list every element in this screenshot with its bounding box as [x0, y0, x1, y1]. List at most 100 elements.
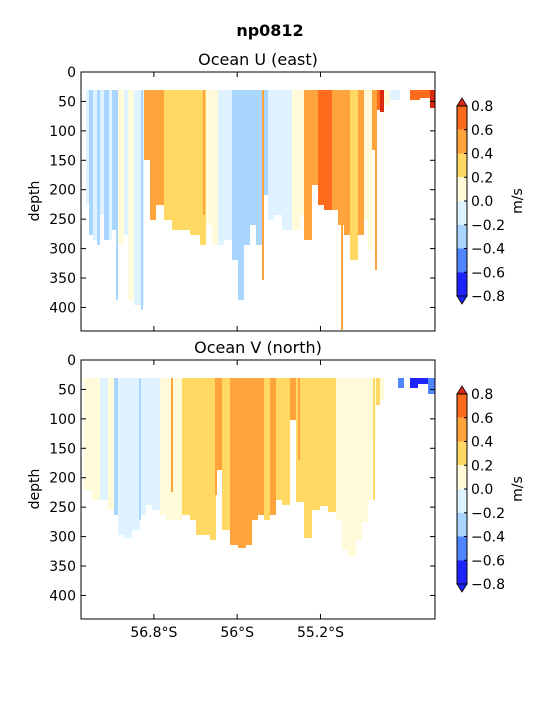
contour-stripe-0-0: [116, 90, 118, 300]
contour-band-1-36: [336, 378, 342, 520]
contour-band-0-18: [190, 90, 200, 235]
colorbar-segment: [457, 106, 467, 130]
colorbar-segment: [457, 536, 467, 561]
contour-band-1-14: [182, 378, 190, 515]
colorbar-tick-label: −0.6: [471, 553, 505, 569]
contour-band-0-29: [262, 90, 268, 195]
contour-band-1-1: [92, 378, 100, 500]
contour-band-1-33: [312, 378, 320, 510]
y-tick-label: 0: [67, 65, 76, 81]
contour-band-1-21: [230, 378, 238, 545]
panel-title-u: Ocean U (east): [198, 50, 318, 69]
contour-band-0-16: [172, 90, 182, 230]
contour-band-0-38: [324, 90, 332, 210]
contour-band-0-50: [390, 90, 400, 100]
colorbar-segment: [457, 441, 467, 466]
contour-stripe-0-2: [262, 90, 264, 280]
contour-band-1-43: [376, 378, 380, 405]
contour-band-0-6: [109, 90, 112, 240]
contour-band-1-11: [160, 378, 166, 515]
contour-band-1-9: [146, 378, 152, 505]
contour-band-0-49: [384, 90, 390, 105]
contour-band-1-13: [174, 378, 182, 520]
colorbar-tick-label: 0.8: [471, 387, 493, 403]
contour-band-1-37: [342, 378, 348, 550]
contour-band-1-47: [418, 378, 428, 384]
y-axis-label-v: depth: [27, 469, 43, 510]
contour-band-1-28: [276, 378, 282, 500]
contour-band-1-48: [428, 378, 435, 394]
contour-band-1-10: [152, 378, 160, 510]
colorbar-tick-label: 0.4: [471, 435, 493, 451]
colorbar-tick-label: 0.2: [471, 458, 493, 474]
panel-title-v: Ocean V (north): [194, 338, 322, 357]
colorbar-segment: [457, 394, 467, 418]
y-tick-label: 300: [49, 530, 76, 546]
contour-band-1-27: [270, 378, 276, 515]
plot-frame-v: [80, 359, 436, 620]
contour-band-1-24: [252, 378, 258, 520]
contour-band-0-23: [224, 90, 232, 240]
contour-band-0-8: [118, 90, 124, 245]
contour-stripe-1-4: [298, 378, 300, 460]
colorbar-label: m/s: [510, 188, 526, 214]
figure-title: np0812: [236, 21, 303, 40]
colorbar-segment: [457, 489, 467, 513]
colorbar-segment: [457, 177, 467, 201]
contour-band-0-45: [368, 90, 372, 250]
contour-band-0-22: [218, 90, 224, 245]
colorbar-tick-label: 0.6: [471, 123, 493, 139]
y-axis-label-u: depth: [27, 181, 43, 222]
contour-band-1-41: [368, 378, 372, 500]
contour-band-0-17: [182, 90, 190, 230]
contour-band-1-25: [258, 378, 264, 515]
contour-band-1-7: [132, 378, 140, 530]
contour-field-v: [84, 378, 435, 556]
x-tick-label: 56.8°S: [130, 625, 177, 641]
y-tick-label: 250: [49, 500, 76, 516]
x-tick-label: 56°S: [220, 625, 254, 641]
contour-band-1-30: [290, 378, 296, 420]
colorbar-tick-label: −0.4: [471, 530, 505, 546]
colorbar-segment: [457, 248, 467, 273]
contour-stripe-0-5: [203, 90, 205, 215]
contour-band-0-15: [164, 90, 172, 220]
colorbar-extend-max: [456, 97, 468, 107]
contour-band-0-51: [410, 90, 420, 100]
colorbar-segment: [457, 224, 467, 249]
contour-band-0-25: [238, 90, 244, 300]
contour-band-1-26: [264, 378, 270, 520]
contour-band-0-9: [124, 90, 128, 235]
y-tick-label: 350: [49, 271, 76, 287]
y-tick-label: 350: [49, 559, 76, 575]
colorbar-segment: [457, 512, 467, 537]
y-tick-label: 150: [49, 153, 76, 169]
contour-band-1-15: [190, 378, 196, 520]
contour-band-1-32: [304, 378, 312, 538]
contour-band-0-39: [332, 90, 338, 210]
contour-band-1-40: [362, 378, 368, 522]
colorbar-segment: [457, 560, 467, 584]
contour-band-0-5: [104, 90, 109, 240]
contour-band-1-12: [166, 378, 174, 520]
contour-band-1-5: [118, 378, 124, 535]
contour-band-0-32: [282, 90, 292, 230]
colorbar-tick-label: 0.0: [471, 482, 493, 498]
contour-stripe-1-5: [373, 378, 375, 500]
contour-band-0-10: [128, 90, 134, 300]
panel-ocean-v: Ocean V (north) 0 50 100 150 200 250 300 350 400…: [27, 338, 436, 641]
colorbar-tick-label: 0.2: [471, 170, 493, 186]
colorbar-extend-min: [456, 295, 468, 305]
contour-band-1-0: [84, 378, 92, 490]
contour-band-1-3: [108, 378, 114, 510]
contour-band-0-12: [144, 90, 150, 160]
contour-band-1-22: [238, 378, 246, 548]
y-tick-label: 100: [49, 124, 76, 140]
colorbar-segment: [457, 129, 467, 154]
y-axis-u: 0 50 100 150 200 250 300 350 400: [49, 65, 435, 331]
contour-stripe-0-4: [375, 90, 377, 270]
y-tick-label: 100: [49, 412, 76, 428]
y-tick-label: 50: [58, 382, 76, 398]
colorbar-tick-label: 0.6: [471, 411, 493, 427]
